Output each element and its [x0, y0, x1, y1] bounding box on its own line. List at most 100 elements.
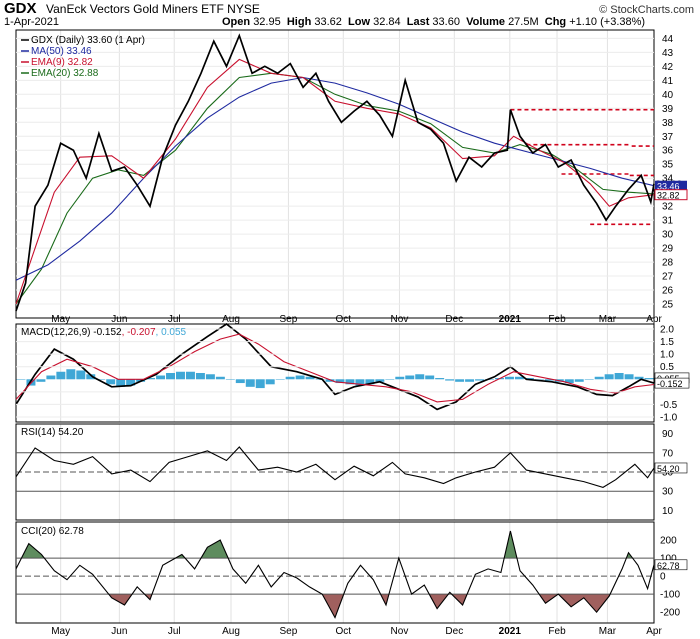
macd-y-tick: 1.0	[660, 350, 674, 361]
price-y-tick: 25	[662, 300, 674, 311]
macd-histogram-bar	[415, 374, 425, 380]
macd-series-line	[15, 333, 655, 403]
x-month-label-top: Jun	[111, 314, 127, 325]
macd-histogram-bar	[86, 374, 96, 380]
macd-histogram-bar	[275, 379, 285, 380]
macd-histogram-bar	[245, 379, 255, 387]
watermark: © StockCharts.com	[599, 4, 694, 16]
legend-entry: MA(50) 33.46	[31, 46, 92, 57]
macd-histogram-bar	[195, 373, 205, 380]
macd-histogram-bar	[544, 379, 554, 381]
macd-histogram-bar	[285, 376, 295, 380]
macd-histogram-bar	[325, 379, 335, 382]
macd-histogram-bar	[146, 378, 156, 380]
x-month-label-top: Dec	[445, 314, 463, 325]
volume-value: 27.5M	[508, 16, 539, 28]
x-month-label-top: 2021	[499, 314, 522, 325]
macd-histogram-bar	[375, 379, 385, 382]
price-y-tick: 31	[662, 216, 674, 227]
x-month-label-top: Jul	[168, 314, 181, 325]
macd-histogram-bar	[445, 379, 455, 381]
macd-y-tick: -1.0	[660, 412, 678, 423]
company-name: VanEck Vectors Gold Miners ETF NYSE	[46, 2, 260, 16]
macd-histogram-bar	[76, 370, 86, 380]
macd-histogram-bar	[156, 375, 166, 380]
macd-histogram-bar	[355, 379, 365, 386]
price-tag-ma50: 33.46	[657, 182, 680, 192]
macd-histogram-bar	[16, 379, 26, 380]
price-y-tick: 30	[662, 230, 674, 241]
cci-y-tick: 200	[660, 536, 677, 547]
cci-legend: CCI(20) 62.78	[21, 526, 84, 537]
legend-entry: GDX (Daily) 33.60 (1 Apr)	[31, 35, 145, 46]
high-value: 33.62	[314, 16, 342, 28]
x-month-label-bottom: Jun	[111, 626, 127, 637]
macd-histogram-bar	[534, 379, 544, 380]
low-label: Low	[348, 16, 371, 28]
macd-histogram-bar	[385, 379, 395, 380]
x-month-label-top: Apr	[646, 314, 662, 325]
macd-series-line	[15, 322, 655, 411]
cci-y-tick: -200	[660, 608, 680, 619]
macd-histogram-bar	[96, 379, 106, 380]
low-value: 32.84	[373, 16, 401, 28]
macd-histogram-bar	[235, 379, 245, 384]
macd-histogram-bar	[255, 379, 265, 389]
rsi-series-line	[15, 446, 655, 488]
macd-histogram-bar	[514, 376, 524, 380]
macd-panel-frame	[15, 323, 655, 423]
macd-histogram-bar	[634, 376, 644, 380]
legend-entry: EMA(20) 32.88	[31, 68, 99, 79]
x-month-label-top: Oct	[336, 314, 352, 325]
price-y-tick: 27	[662, 272, 674, 283]
rsi-tag-bg	[654, 462, 688, 474]
cci-tag-bg	[654, 559, 688, 571]
rsi-y-tick: 70	[662, 448, 674, 459]
macd-histogram-bar	[475, 379, 485, 381]
price-panel-frame	[15, 29, 655, 319]
macd-histogram-bar	[215, 376, 225, 380]
x-month-label-top: Feb	[548, 314, 566, 325]
volume-label: Volume	[466, 16, 505, 28]
macd-histogram-bar	[36, 379, 46, 382]
rsi-y-tick: 30	[662, 487, 674, 498]
macd-histogram-bar	[624, 374, 634, 380]
rsi-y-tick: 90	[662, 429, 674, 440]
macd-histogram-bar	[455, 379, 465, 382]
x-month-label-top: May	[51, 314, 70, 325]
price-y-tick: 28	[662, 258, 674, 269]
price-series-line	[15, 72, 655, 305]
macd-histogram-bar	[265, 379, 275, 385]
macd-histogram-bar	[594, 376, 604, 380]
cci-tag: 62.78	[657, 561, 680, 571]
x-month-label-bottom: Mar	[599, 626, 617, 637]
macd-legend-value: -0.152	[90, 327, 122, 338]
macd-histogram-bar	[225, 379, 235, 380]
macd-histogram-bar	[574, 379, 584, 382]
price-y-tick: 44	[662, 34, 674, 45]
macd-histogram-bar	[305, 376, 315, 380]
price-y-tick: 40	[662, 90, 674, 101]
x-month-label-top: Aug	[222, 314, 240, 325]
macd-histogram-bar	[205, 374, 215, 380]
macd-histogram-bar	[644, 378, 654, 380]
price-y-tick: 32	[662, 202, 674, 213]
macd-histogram-bar	[126, 379, 136, 386]
macd-legend: MACD(12,26,9) -0.152, -0.207, 0.055	[21, 327, 187, 338]
x-month-label-bottom: May	[51, 626, 70, 637]
macd-histogram-bar	[185, 371, 195, 380]
cci-oversold-fill	[16, 594, 654, 618]
macd-histogram-bar	[365, 379, 375, 385]
macd-y-tick: 2.0	[660, 325, 674, 336]
change-value: +1.10 (+3.38%)	[569, 16, 646, 28]
macd-y-tick: -0.5	[660, 400, 678, 411]
cci-y-tick: 0	[660, 572, 666, 583]
x-month-label-bottom: Aug	[222, 626, 240, 637]
x-month-label-top: Sep	[280, 314, 298, 325]
open-label: Open	[222, 16, 251, 28]
macd-tag-bg	[654, 377, 690, 389]
last-value: 33.60	[432, 16, 460, 28]
price-y-tick: 37	[662, 132, 674, 143]
price-y-tick: 41	[662, 76, 674, 87]
